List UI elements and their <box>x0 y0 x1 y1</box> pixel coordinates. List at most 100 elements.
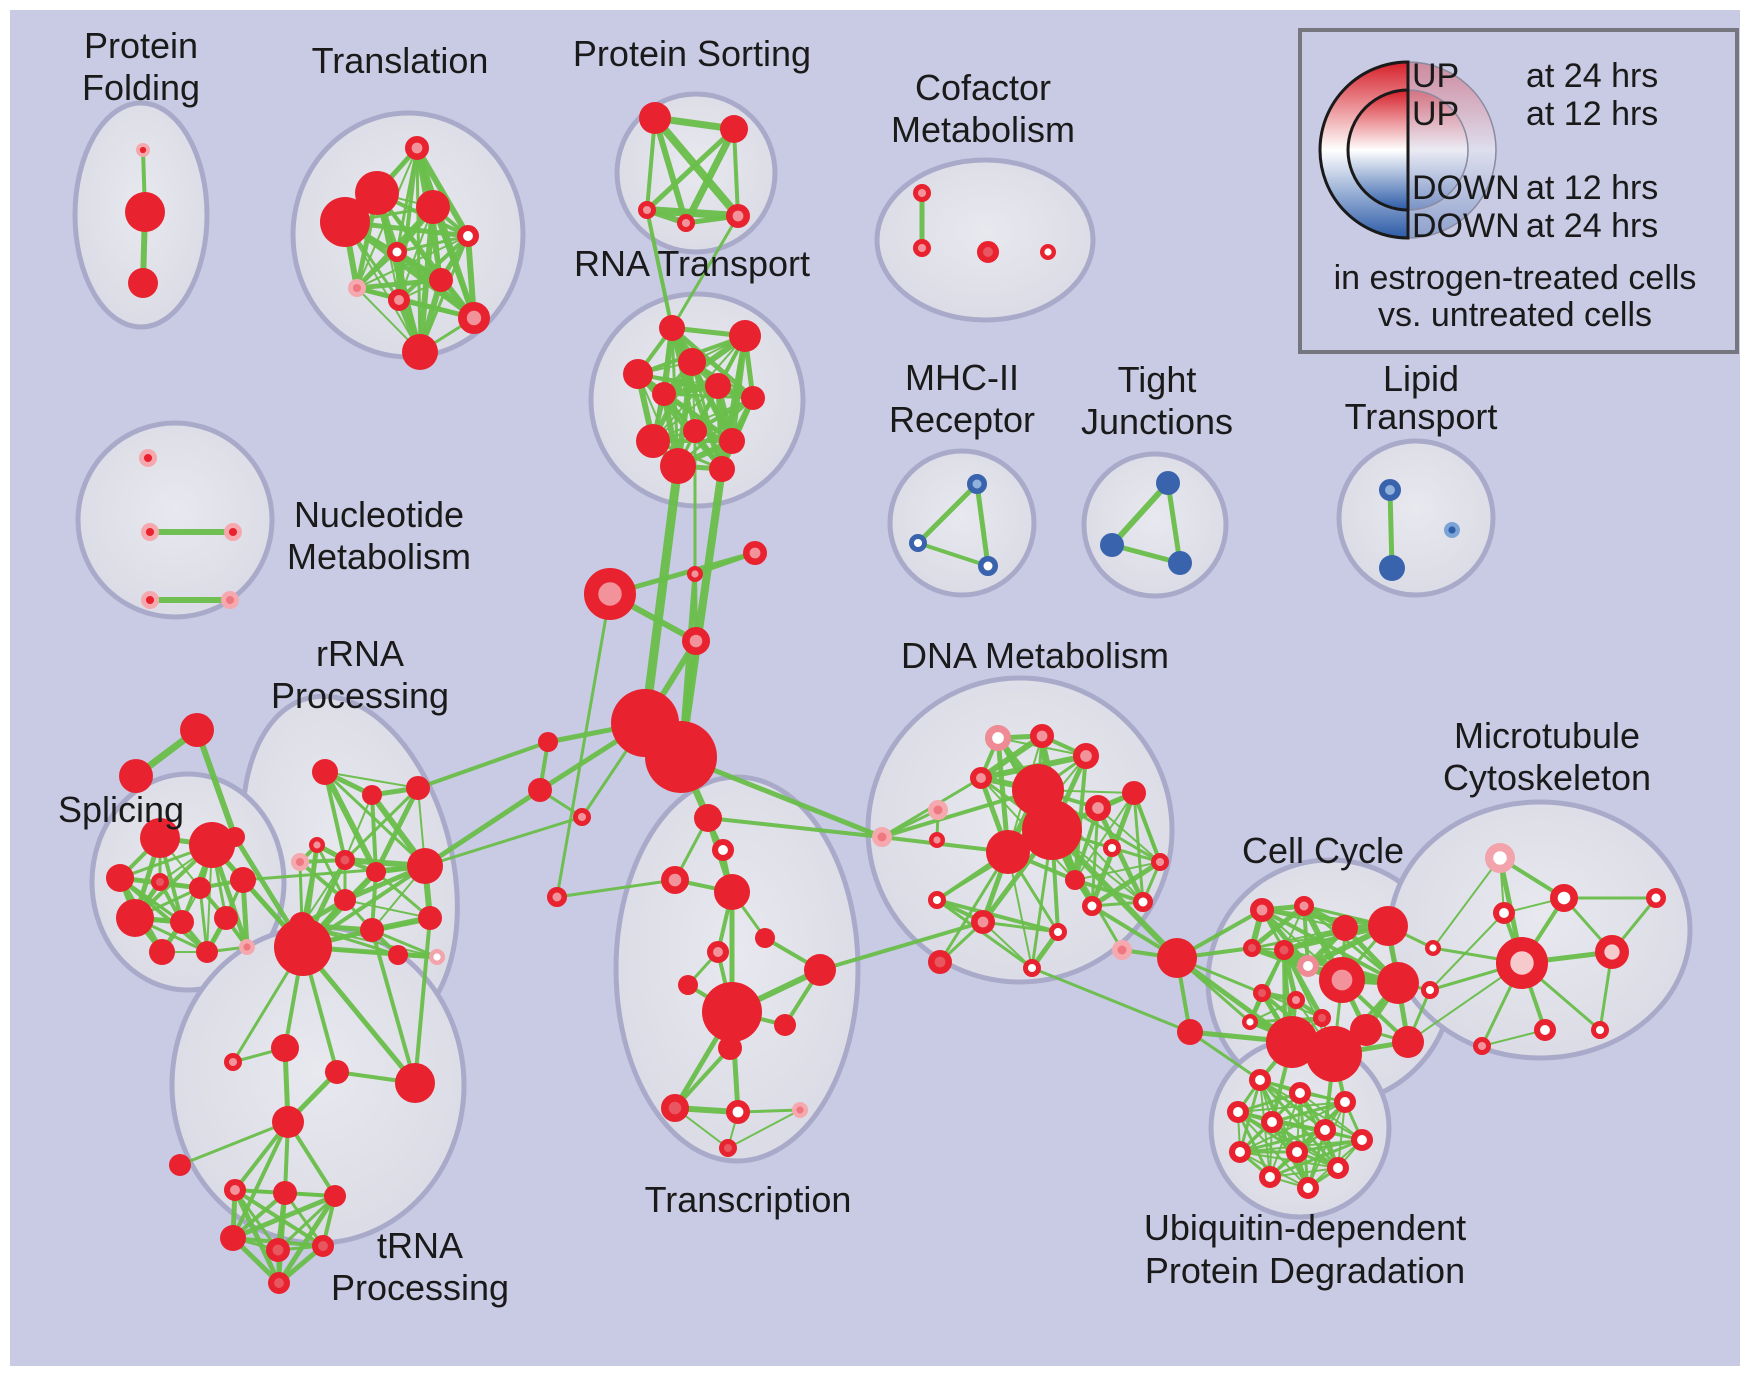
network-node <box>119 759 153 793</box>
network-node <box>1168 551 1192 575</box>
network-node <box>189 822 235 868</box>
network-node <box>774 1014 796 1036</box>
cluster-ellipse-mhc-ii <box>887 448 1037 598</box>
legend-glyph-vivid-half <box>1346 88 1410 212</box>
network-node <box>312 759 338 785</box>
network-node <box>149 939 175 965</box>
network-node <box>1496 937 1549 990</box>
legend-box <box>1298 28 1739 354</box>
network-node <box>660 865 689 894</box>
network-node <box>1351 1129 1374 1152</box>
network-node <box>538 732 558 752</box>
network-node <box>360 918 384 942</box>
network-edge <box>652 115 689 226</box>
network-edge <box>1269 1167 1339 1178</box>
cluster-label-ubiquitin: Ubiquitin-dependent <box>1144 1207 1466 1248</box>
network-node <box>1334 1091 1357 1114</box>
network-node <box>709 456 735 482</box>
network-node <box>1485 843 1515 873</box>
network-node <box>1266 1016 1318 1068</box>
network-node <box>1590 1020 1609 1039</box>
network-node <box>687 566 704 583</box>
network-node <box>348 279 367 298</box>
network-node <box>729 320 761 352</box>
network-node <box>1177 1019 1203 1045</box>
network-edge <box>916 541 990 568</box>
network-node <box>224 1052 243 1071</box>
network-node <box>705 373 731 399</box>
cluster-label-lipid-transport: Lipid <box>1383 358 1459 399</box>
network-node <box>106 864 134 892</box>
cluster-label-protein-folding: Protein <box>84 25 198 66</box>
network-edge <box>300 944 418 1086</box>
network-node <box>707 941 730 964</box>
network-edge <box>232 1187 282 1286</box>
network-node <box>683 419 707 443</box>
network-node <box>1150 852 1169 871</box>
network-node <box>1327 1157 1350 1180</box>
network-edge <box>880 788 1040 839</box>
network-node <box>170 910 194 934</box>
network-node <box>1102 838 1121 857</box>
network-node <box>1493 902 1516 925</box>
network-node <box>140 818 180 858</box>
network-node <box>714 874 750 910</box>
network-node <box>1072 743 1099 770</box>
network-node <box>224 522 243 541</box>
network-node <box>1156 471 1180 495</box>
network-node <box>528 778 552 802</box>
network-edge <box>1165 480 1183 566</box>
network-node <box>872 827 892 847</box>
network-node <box>180 713 214 747</box>
network-node <box>584 568 637 621</box>
network-edge <box>322 769 379 875</box>
cluster-label-cofactor: Metabolism <box>891 109 1075 150</box>
network-node <box>169 1154 191 1176</box>
network-node <box>274 918 332 976</box>
cluster-label-dna-metabolism: DNA Metabolism <box>901 635 1169 676</box>
network-node <box>1294 896 1314 916</box>
network-node <box>908 533 927 552</box>
legend-direction-2: DOWN <box>1412 169 1520 207</box>
network-node <box>928 800 948 820</box>
network-edge <box>1109 480 1171 548</box>
network-node <box>311 1235 334 1258</box>
network-node <box>725 1100 750 1125</box>
network-node <box>335 850 355 870</box>
network-node <box>1286 1141 1309 1164</box>
network-node <box>660 1093 689 1122</box>
network-edge <box>935 898 1034 970</box>
network-node <box>1379 555 1405 581</box>
network-node <box>416 190 450 224</box>
network-node <box>402 334 438 370</box>
cluster-label-trna-processing: tRNA <box>377 1225 463 1266</box>
network-node <box>712 839 735 862</box>
network-edge <box>276 1193 338 1286</box>
network-node <box>1122 781 1146 805</box>
cluster-label-nucleotide: Metabolism <box>287 536 471 577</box>
network-node <box>637 201 656 220</box>
network-node <box>725 204 750 229</box>
network-node <box>718 1138 737 1157</box>
network-node <box>986 830 1030 874</box>
network-node <box>1022 958 1041 977</box>
network-node <box>273 1181 297 1205</box>
network-node <box>1420 980 1439 999</box>
network-node <box>1252 983 1271 1002</box>
network-node <box>429 268 453 292</box>
network-edge <box>178 1120 290 1167</box>
network-node <box>272 1106 304 1138</box>
network-node <box>1350 1014 1382 1046</box>
network-node <box>355 171 399 215</box>
network-node <box>1242 938 1261 957</box>
network-node <box>985 725 1012 752</box>
network-node <box>366 862 386 882</box>
network-edge <box>1307 1101 1346 1189</box>
network-node <box>141 522 160 541</box>
network-edge <box>669 325 725 472</box>
network-edge <box>230 1193 338 1241</box>
network-node <box>1249 1069 1272 1092</box>
network-node <box>406 776 430 800</box>
cluster-ellipse-nucleotide <box>75 420 275 620</box>
network-node <box>141 590 160 609</box>
